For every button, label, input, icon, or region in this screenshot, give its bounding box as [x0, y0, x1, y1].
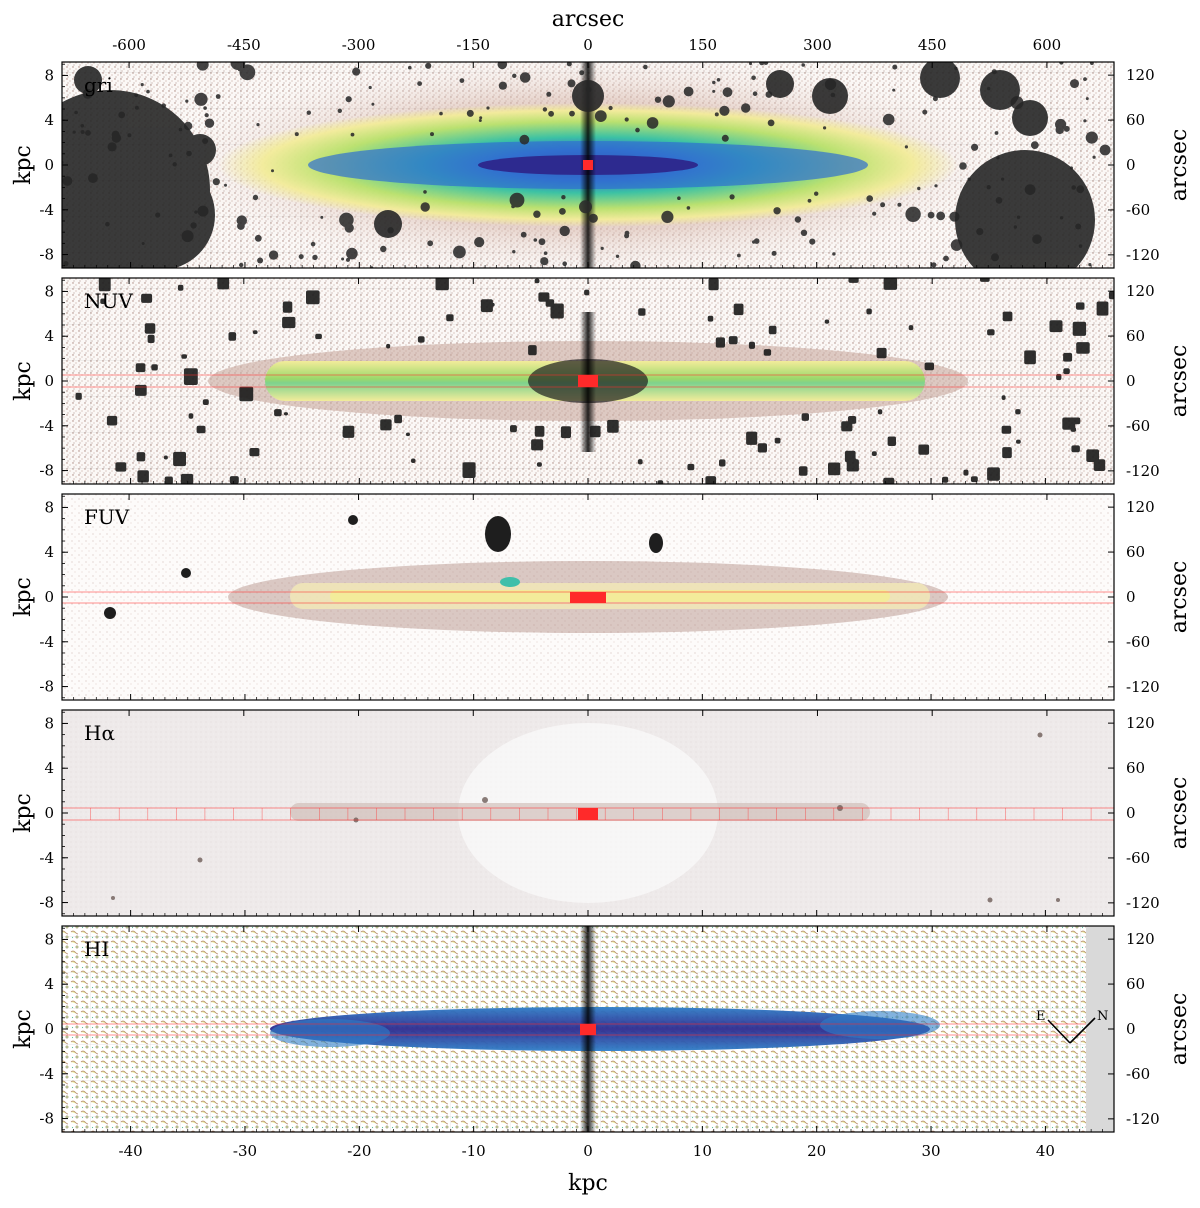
right-tick-label: 60 [1126, 759, 1145, 777]
compass-arrows [1047, 1017, 1096, 1044]
bottom-tick-label: 30 [921, 1142, 940, 1160]
right-tick-label: 120 [1126, 66, 1155, 84]
panel-halpha [62, 710, 1114, 916]
right-tick-label: 60 [1126, 111, 1145, 129]
right-tick-label: -60 [1126, 849, 1150, 867]
right-tick-label: 0 [1126, 588, 1136, 606]
left-tick-label: -4 [39, 1065, 54, 1083]
left-tick-label: 8 [44, 66, 54, 84]
right-tick-label: 60 [1126, 543, 1145, 561]
compass-east-label: E [1036, 1009, 1046, 1024]
right-tick-label: 0 [1126, 156, 1136, 174]
right-tick-label: 120 [1126, 498, 1155, 516]
bottom-tick-label: -10 [462, 1142, 486, 1160]
panel-label: NUV [84, 289, 133, 313]
right-axis-title: arcsec [1167, 777, 1192, 850]
top-tick-label: 450 [918, 36, 947, 54]
right-tick-label: 120 [1126, 714, 1155, 732]
right-tick-label: -60 [1126, 633, 1150, 651]
right-axis-title: arcsec [1167, 129, 1192, 202]
right-tick-label: 0 [1126, 1020, 1136, 1038]
top-tick-label: -300 [342, 36, 376, 54]
right-tick-label: -120 [1126, 462, 1160, 480]
panel-gri [62, 62, 1114, 268]
panel-fuv [62, 494, 1114, 700]
right-tick-label: -120 [1126, 1110, 1160, 1128]
right-tick-label: 0 [1126, 372, 1136, 390]
right-axis-title: arcsec [1167, 345, 1192, 418]
left-tick-label: 8 [44, 930, 54, 948]
bottom-axis-title: kpc [568, 1171, 608, 1196]
bottom-tick-label: 20 [807, 1142, 826, 1160]
left-tick-label: 4 [44, 759, 54, 777]
left-tick-label: 8 [44, 498, 54, 516]
bottom-tick-label: 40 [1036, 1142, 1055, 1160]
right-tick-label: 60 [1126, 327, 1145, 345]
left-axis-title: kpc [11, 361, 36, 401]
left-tick-label: -8 [39, 246, 54, 264]
top-tick-label: -150 [456, 36, 490, 54]
left-tick-label: 4 [44, 111, 54, 129]
bottom-tick-label: -30 [233, 1142, 257, 1160]
left-tick-label: -8 [39, 462, 54, 480]
panel-label: Hα [84, 721, 115, 745]
left-axis-title: kpc [11, 145, 36, 185]
left-tick-label: -4 [39, 417, 54, 435]
right-tick-label: 120 [1126, 930, 1155, 948]
left-tick-label: -8 [39, 894, 54, 912]
top-tick-label: -450 [227, 36, 261, 54]
top-tick-label: -600 [112, 36, 146, 54]
top-tick-label: 600 [1033, 36, 1062, 54]
left-tick-label: -8 [39, 1110, 54, 1128]
bottom-tick-label: 10 [693, 1142, 712, 1160]
right-tick-label: -120 [1126, 894, 1160, 912]
left-tick-label: -4 [39, 201, 54, 219]
left-tick-label: 0 [44, 156, 54, 174]
right-tick-label: 60 [1126, 975, 1145, 993]
left-tick-label: 8 [44, 282, 54, 300]
top-tick-label: 150 [688, 36, 717, 54]
left-axis-title: kpc [11, 1009, 36, 1049]
right-axis-title: arcsec [1167, 993, 1192, 1066]
left-tick-label: -4 [39, 849, 54, 867]
left-tick-label: 0 [44, 1020, 54, 1038]
left-tick-label: 0 [44, 372, 54, 390]
right-tick-label: 120 [1126, 282, 1155, 300]
panel-label: HI [84, 937, 109, 961]
left-tick-label: 4 [44, 327, 54, 345]
right-tick-label: -60 [1126, 417, 1150, 435]
left-tick-label: -4 [39, 633, 54, 651]
left-tick-label: 8 [44, 714, 54, 732]
panel-label: gri [84, 73, 113, 97]
panel-label: FUV [84, 505, 130, 529]
left-axis-title: kpc [11, 577, 36, 617]
panel-nuv [62, 278, 1114, 484]
right-tick-label: -60 [1126, 201, 1150, 219]
right-tick-label: 0 [1126, 804, 1136, 822]
right-tick-label: -120 [1126, 678, 1160, 696]
right-axis-title: arcsec [1167, 561, 1192, 634]
top-axis-title: arcsec [552, 7, 625, 32]
top-tick-label: 0 [583, 36, 593, 54]
bottom-tick-label: -20 [347, 1142, 371, 1160]
bottom-tick-label: -40 [119, 1142, 143, 1160]
bottom-tick-label: 0 [583, 1142, 593, 1160]
left-tick-label: -8 [39, 678, 54, 696]
right-tick-label: -120 [1126, 246, 1160, 264]
left-tick-label: 0 [44, 588, 54, 606]
compass-north-label: N [1097, 1009, 1108, 1024]
left-axis-title: kpc [11, 793, 36, 833]
top-tick-label: 300 [803, 36, 832, 54]
left-tick-label: 0 [44, 804, 54, 822]
left-tick-label: 4 [44, 975, 54, 993]
left-tick-label: 4 [44, 543, 54, 561]
panel-hi: E N [62, 926, 1114, 1132]
right-tick-label: -60 [1126, 1065, 1150, 1083]
